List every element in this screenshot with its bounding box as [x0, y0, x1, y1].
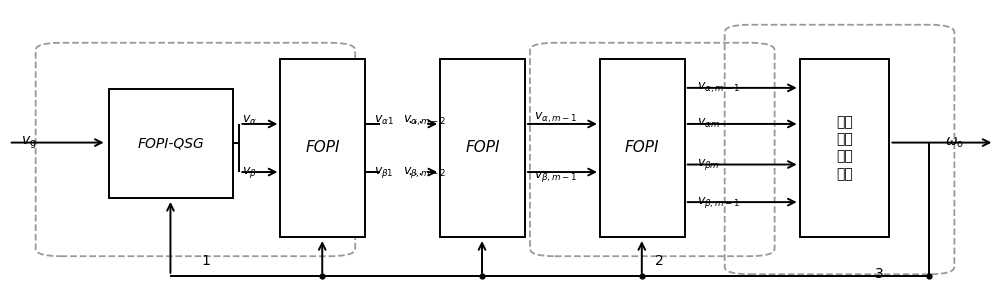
Text: $v_{\beta,m-2}$: $v_{\beta,m-2}$	[403, 165, 446, 180]
Text: FOPI-QSG: FOPI-QSG	[138, 137, 204, 150]
Text: $\cdots$: $\cdots$	[407, 114, 423, 128]
Text: $v_{\mathrm{g}}$: $v_{\mathrm{g}}$	[21, 134, 36, 151]
Bar	[109, 89, 233, 198]
Text: $v_{\alpha,m-2}$: $v_{\alpha,m-2}$	[403, 114, 447, 128]
Text: FOPI: FOPI	[625, 140, 660, 156]
Text: 2: 2	[655, 254, 664, 268]
Text: $v_{\alpha}$: $v_{\alpha}$	[242, 114, 257, 127]
Text: $v_{\beta}$: $v_{\beta}$	[242, 165, 257, 180]
Text: $\omega_{\mathrm{o}}$: $\omega_{\mathrm{o}}$	[945, 135, 964, 150]
Text: $v_{\alpha,m-1}$: $v_{\alpha,m-1}$	[534, 111, 578, 125]
Text: $v_{\beta 1}$: $v_{\beta 1}$	[374, 165, 394, 180]
Bar	[600, 59, 685, 237]
Text: 频率
自适
应控
制器: 频率 自适 应控 制器	[836, 115, 853, 181]
Bar	[440, 59, 525, 237]
Text: $v_{\beta m}$: $v_{\beta m}$	[697, 157, 720, 172]
Text: $v_{\alpha 1}$: $v_{\alpha 1}$	[374, 114, 394, 127]
Text: FOPI: FOPI	[465, 140, 500, 156]
Text: $\cdots$: $\cdots$	[407, 165, 423, 180]
Bar	[280, 59, 365, 237]
Text: 3: 3	[875, 267, 884, 281]
Text: $v_{\beta,m-1}$: $v_{\beta,m-1}$	[697, 194, 740, 210]
Text: FOPI: FOPI	[305, 140, 340, 156]
Text: $v_{\beta,m-1}$: $v_{\beta,m-1}$	[534, 169, 577, 184]
Text: $v_{\alpha,m-1}$: $v_{\alpha,m-1}$	[697, 81, 740, 95]
Text: 1: 1	[201, 254, 210, 268]
Bar	[800, 59, 889, 237]
Text: $v_{\alpha m}$: $v_{\alpha m}$	[697, 117, 720, 130]
